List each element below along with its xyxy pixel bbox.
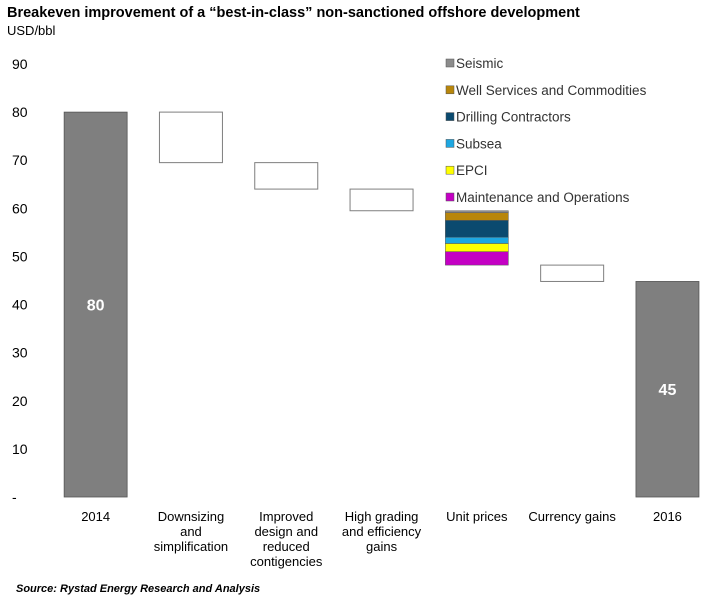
legend-swatch bbox=[445, 58, 455, 68]
stack-segment bbox=[445, 243, 509, 252]
x-tick-label: Unit prices bbox=[446, 509, 508, 524]
legend-swatch bbox=[445, 85, 455, 95]
y-tick-label: 70 bbox=[12, 152, 28, 168]
y-tick-label: 60 bbox=[12, 200, 28, 216]
legend-swatch bbox=[445, 112, 455, 121]
total-bar bbox=[635, 281, 700, 498]
legend-label: Maintenance and Operations bbox=[456, 190, 630, 205]
legend-label: Subsea bbox=[456, 136, 502, 151]
y-tick-label: 20 bbox=[12, 393, 28, 409]
x-tick-label: Currency gains bbox=[528, 509, 616, 524]
x-tick-label: gains bbox=[366, 539, 398, 554]
waterfall-step-bar bbox=[349, 188, 414, 212]
waterfall-step-bar bbox=[158, 111, 223, 164]
stack-segment bbox=[445, 210, 509, 213]
bar-value-label: 80 bbox=[87, 298, 105, 315]
x-tick-label: contigencies bbox=[250, 554, 323, 569]
y-tick-label: 40 bbox=[12, 297, 28, 313]
x-tick-label: design and bbox=[254, 524, 318, 539]
y-tick-label: 10 bbox=[12, 441, 28, 457]
x-tick-label: simplification bbox=[154, 539, 228, 554]
y-axis-unit: USD/bbl bbox=[7, 23, 56, 38]
x-tick-label: Downsizing bbox=[158, 509, 224, 524]
legend: Seismic Well Services and Commodities Dril… bbox=[445, 56, 647, 205]
legend-swatch bbox=[445, 165, 455, 175]
stack-segment bbox=[445, 236, 509, 244]
waterfall-step-bar bbox=[540, 264, 605, 282]
y-axis-ticks: - 10 20 30 40 50 60 70 80 90 bbox=[12, 56, 28, 505]
legend-label: Seismic bbox=[456, 56, 504, 71]
legend-label: EPCI bbox=[456, 163, 488, 178]
source-note: Source: Rystad Energy Research and Analy… bbox=[16, 583, 261, 595]
waterfall-step-bar bbox=[254, 162, 319, 190]
stack-segment bbox=[445, 220, 509, 238]
x-tick-label: reduced bbox=[263, 539, 310, 554]
legend-swatch bbox=[445, 139, 455, 148]
chart-title: Breakeven improvement of a “best-in-clas… bbox=[7, 5, 580, 21]
stack-segment bbox=[445, 251, 509, 266]
y-tick-label: 90 bbox=[12, 56, 28, 72]
x-tick-label: Improved bbox=[259, 509, 313, 524]
y-tick-label: - bbox=[12, 489, 17, 505]
legend-label: Drilling Contractors bbox=[456, 110, 571, 125]
x-tick-label: 2014 bbox=[81, 509, 110, 524]
x-tick-label: and bbox=[180, 524, 202, 539]
y-tick-label: 50 bbox=[12, 248, 28, 264]
x-tick-label: 2016 bbox=[653, 509, 682, 524]
stack-segment bbox=[445, 212, 509, 221]
legend-swatch bbox=[445, 192, 455, 202]
total-bar bbox=[63, 111, 128, 498]
x-tick-label: and efficiency bbox=[342, 524, 422, 539]
x-tick-label: High grading bbox=[345, 509, 419, 524]
bar-group: 80 45 bbox=[63, 111, 700, 498]
y-tick-label: 30 bbox=[12, 345, 28, 361]
y-tick-label: 80 bbox=[12, 104, 28, 120]
legend-label: Well Services and Commodities bbox=[456, 83, 647, 98]
bar-value-label: 45 bbox=[659, 382, 677, 399]
